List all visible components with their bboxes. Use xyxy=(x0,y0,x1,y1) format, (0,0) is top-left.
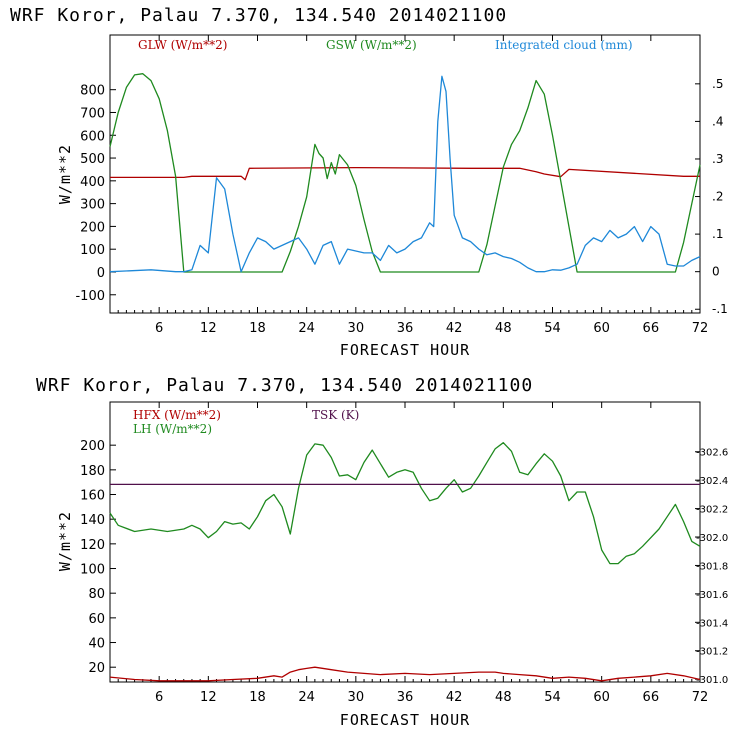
y-tick-label: -100 xyxy=(75,289,105,304)
x-tick-label: 72 xyxy=(692,321,709,336)
x-tick-label: 54 xyxy=(544,321,561,336)
y-tick-label: 300 xyxy=(80,198,105,213)
chart-top: WRF Koror, Palau 7.370, 134.540 20140211… xyxy=(10,5,728,359)
y2-tick-label: -302.6 xyxy=(696,448,728,459)
legend-item-lh: LH (W/m**2) xyxy=(133,422,212,436)
x-tick-label: 66 xyxy=(643,321,660,336)
y-tick-label: 400 xyxy=(80,175,105,190)
y-axis-label: W/m**2 xyxy=(56,144,74,204)
x-tick-label: 6 xyxy=(155,690,163,705)
x-tick-label: 54 xyxy=(544,690,561,705)
legend-item-tsk: TSK (K) xyxy=(312,408,359,422)
y2-tick-label: -301.0 xyxy=(696,675,728,686)
x-tick-label: 12 xyxy=(200,690,217,705)
y2-tick-label: .4 xyxy=(712,114,723,128)
series-line-hfx xyxy=(109,666,701,682)
y-tick-label: 140 xyxy=(80,513,105,528)
series-line-lh xyxy=(109,442,701,565)
y2-tick-label: .2 xyxy=(712,190,723,204)
legend-item-hfx: HFX (W/m**2) xyxy=(133,408,221,422)
y-tick-label: 160 xyxy=(80,489,105,504)
x-tick-label: 60 xyxy=(593,690,610,705)
y-tick-label: 40 xyxy=(88,637,105,652)
legend-item-glw: GLW (W/m**2) xyxy=(138,38,227,52)
x-tick-label: 72 xyxy=(692,690,709,705)
y-tick-label: 60 xyxy=(88,612,105,627)
x-tick-label: 30 xyxy=(348,321,365,336)
y-tick-label: 100 xyxy=(80,563,105,578)
y-tick-label: 180 xyxy=(80,464,105,479)
y-tick-label: 200 xyxy=(80,439,105,454)
y2-tick-label: -302.4 xyxy=(696,476,728,487)
y2-tick-label: -301.8 xyxy=(696,561,728,572)
x-tick-label: 48 xyxy=(495,690,512,705)
y2-tick-label: -302.2 xyxy=(696,505,728,516)
y2-tick-label: -301.6 xyxy=(696,590,728,601)
x-tick-label: 12 xyxy=(200,321,217,336)
y-tick-label: 800 xyxy=(80,84,105,99)
legend-item-cloud: Integrated cloud (mm) xyxy=(495,38,633,52)
plot-frame xyxy=(109,401,701,683)
y-tick-label: 200 xyxy=(80,220,105,235)
y-tick-label: 0 xyxy=(97,266,105,281)
y2-tick-label: -.1 xyxy=(712,302,728,316)
x-ticks: 6 12 18 24 30 36 42 48 54 60 66 72 xyxy=(117,402,709,705)
chart-title: WRF Koror, Palau 7.370, 134.540 20140211… xyxy=(10,5,507,26)
x-ticks: 6 12 18 24 30 36 42 48 54 60 66 72 xyxy=(117,35,709,336)
x-tick-label: 18 xyxy=(249,690,266,705)
series-line-gsw xyxy=(109,73,701,273)
y2-tick-label: 0 xyxy=(712,265,720,279)
x-tick-label: 24 xyxy=(298,321,315,336)
y2-tick-label: -302.0 xyxy=(696,533,728,544)
y-tick-label: 20 xyxy=(88,661,105,676)
x-tick-label: 60 xyxy=(593,321,610,336)
chart-bottom: WRF Koror, Palau 7.370, 134.540 20140211… xyxy=(36,375,728,729)
x-tick-label: 6 xyxy=(155,321,163,336)
y-tick-label: 700 xyxy=(80,106,105,121)
x-tick-label: 36 xyxy=(397,321,414,336)
y2-tick-label: .5 xyxy=(712,77,723,91)
y-ticks: 200 180 160 140 120 100 80 60 40 20 xyxy=(80,439,116,676)
x-axis-label: FORECAST HOUR xyxy=(340,341,470,359)
y-tick-label: 500 xyxy=(80,152,105,167)
y2-ticks: .5 .4 .3 .2 .1 0 -.1 xyxy=(695,77,728,316)
x-axis-label: FORECAST HOUR xyxy=(340,711,470,729)
series-lines xyxy=(109,442,701,682)
series-line-integrated xyxy=(109,75,701,273)
x-tick-label: 42 xyxy=(446,321,463,336)
x-tick-label: 48 xyxy=(495,321,512,336)
y2-tick-label: .3 xyxy=(712,152,723,166)
y2-tick-label: .1 xyxy=(712,227,723,241)
x-tick-label: 36 xyxy=(397,690,414,705)
x-tick-label: 42 xyxy=(446,690,463,705)
y-tick-label: 120 xyxy=(80,538,105,553)
y-tick-label: 80 xyxy=(88,587,105,602)
x-tick-label: 30 xyxy=(348,690,365,705)
x-tick-label: 18 xyxy=(249,321,266,336)
y-tick-label: 100 xyxy=(80,243,105,258)
x-tick-label: 24 xyxy=(298,690,315,705)
chart-title: WRF Koror, Palau 7.370, 134.540 20140211… xyxy=(36,375,533,396)
y2-ticks: -302.6 -302.4 -302.2 -302.0 -301.8 -301.6 -301… xyxy=(695,448,728,686)
x-tick-label: 66 xyxy=(643,690,660,705)
legend-item-gsw: GSW (W/m**2) xyxy=(326,38,417,52)
y2-tick-label: -301.2 xyxy=(696,647,728,658)
plot-frame xyxy=(109,34,701,314)
y2-tick-label: -301.4 xyxy=(696,618,728,629)
series-lines xyxy=(109,73,701,273)
y-tick-label: 600 xyxy=(80,129,105,144)
y-axis-label: W/m**2 xyxy=(56,511,74,571)
y-ticks: 800 700 600 500 400 300 200 100 0 -100 xyxy=(75,84,116,304)
series-line-glw xyxy=(110,166,700,181)
